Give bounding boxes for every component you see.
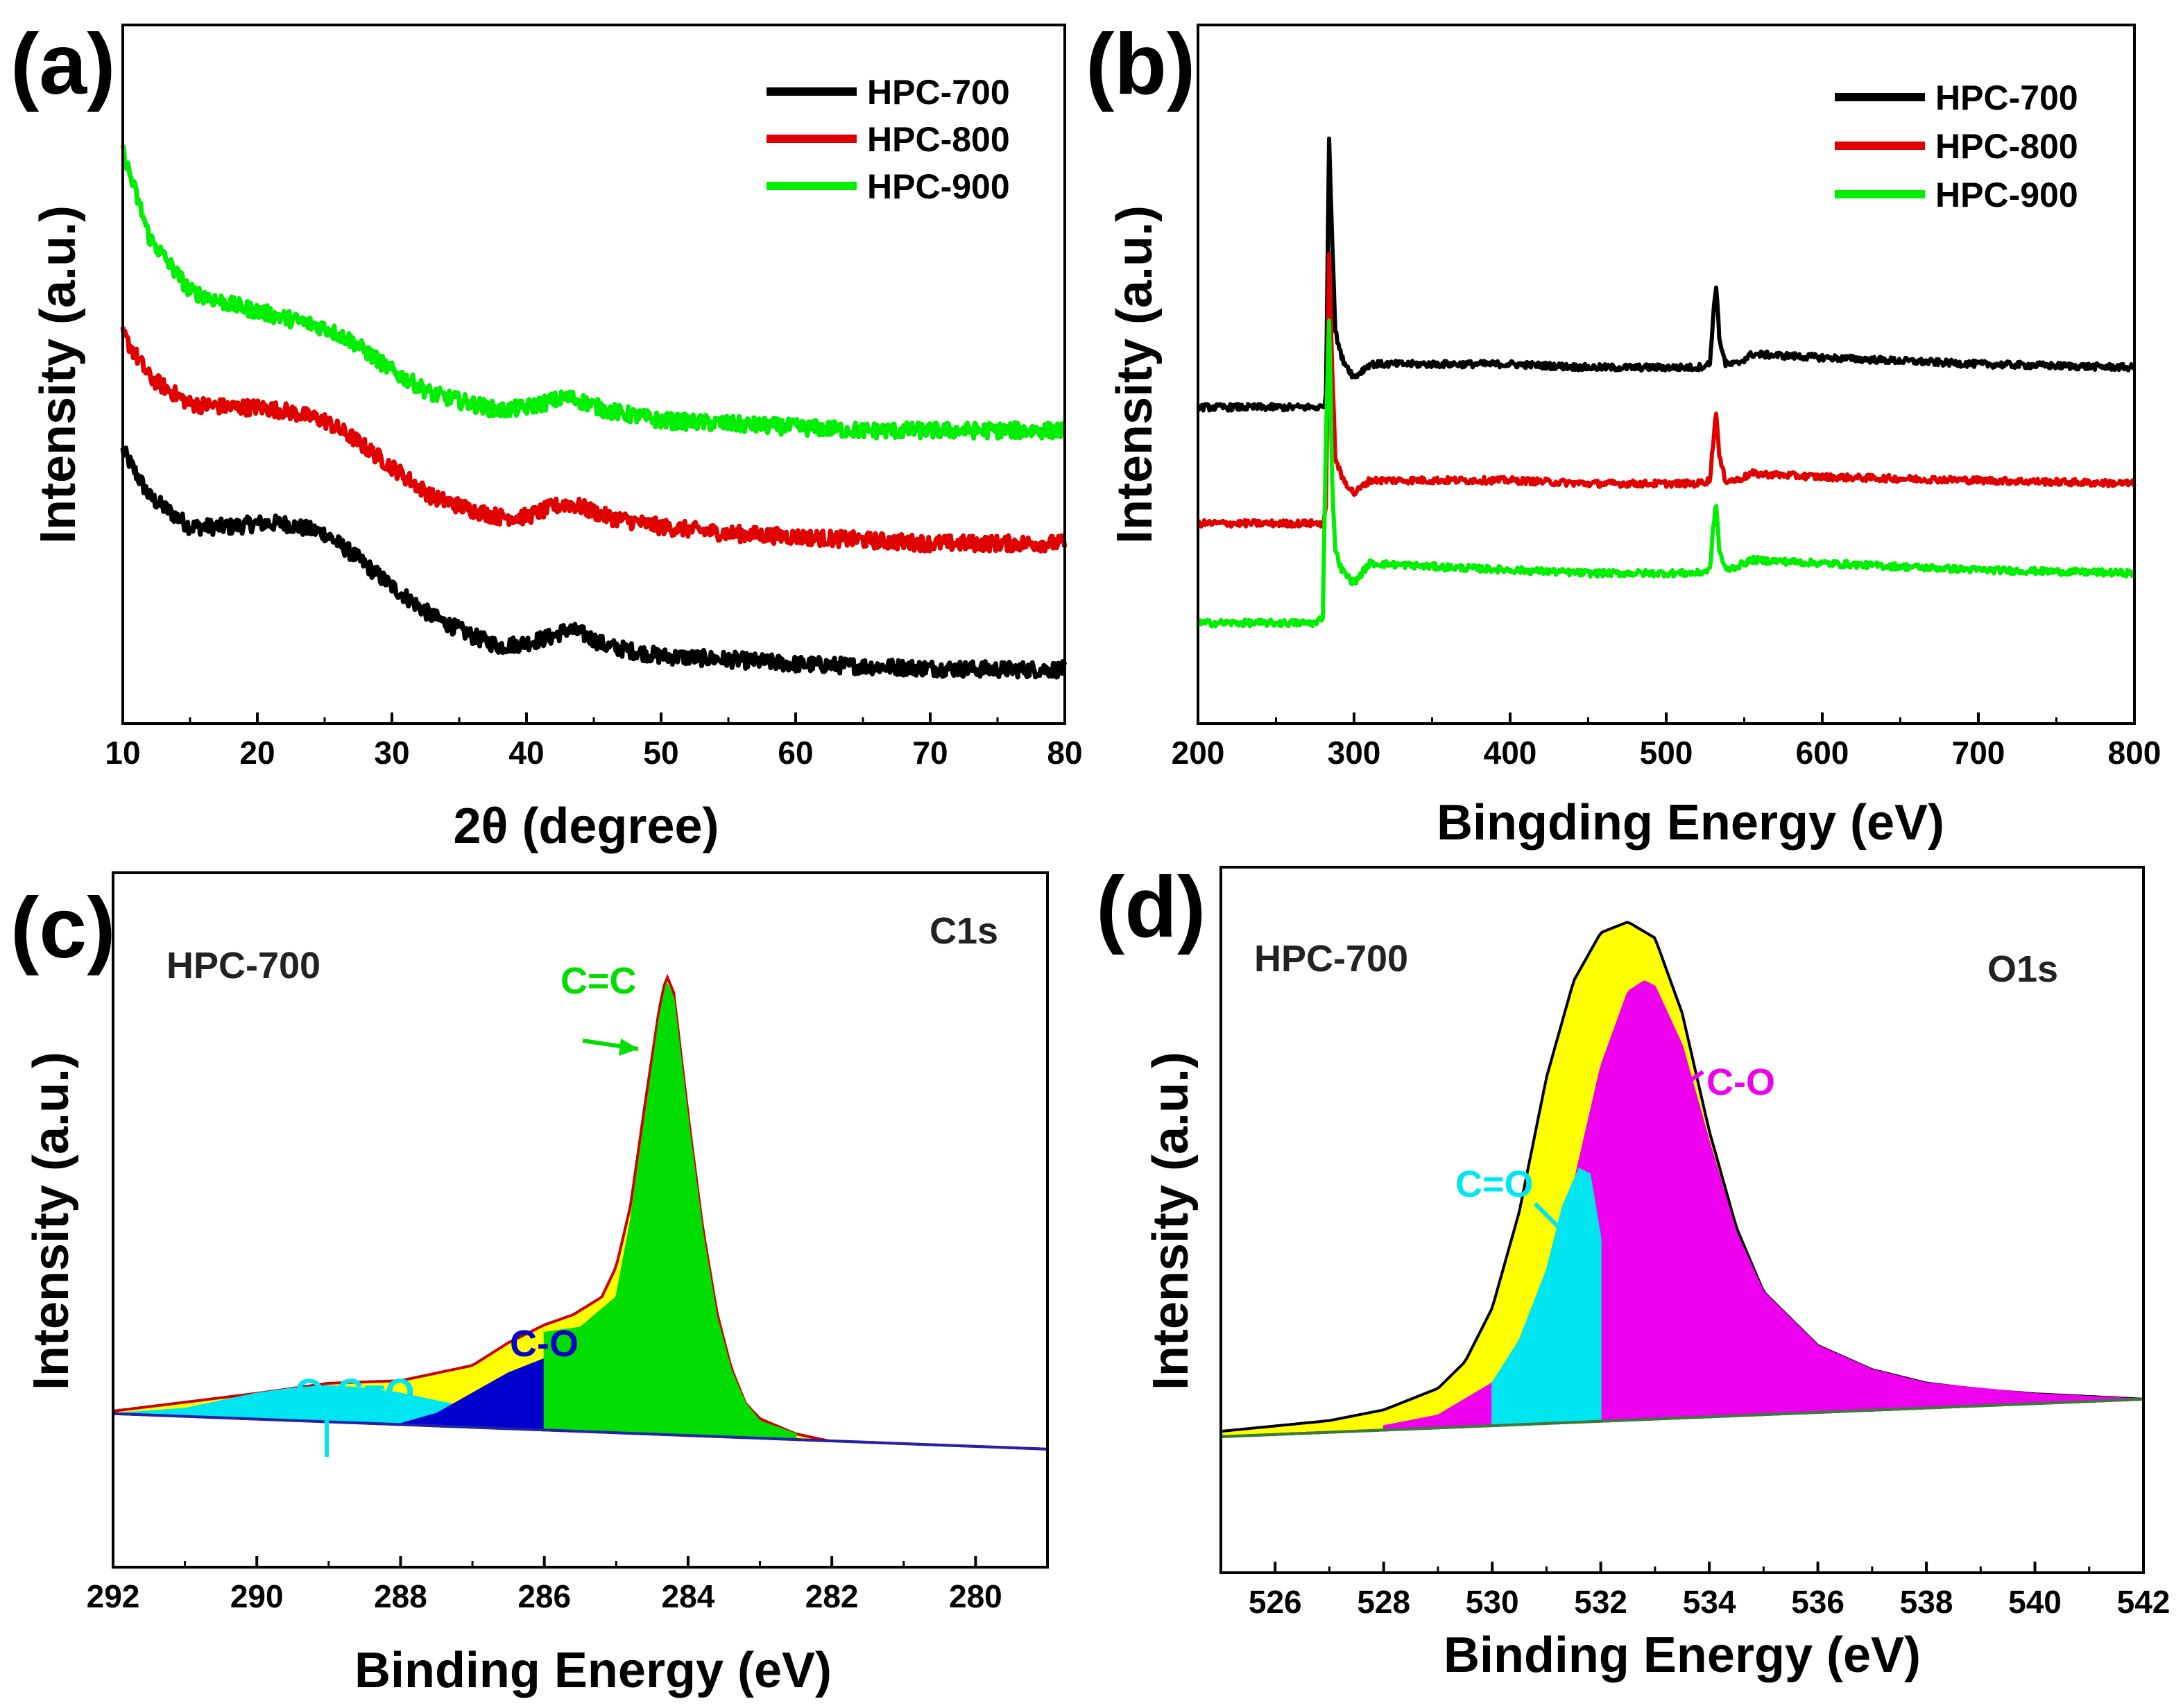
x-tick-label-a: 60 (778, 735, 813, 771)
series-hpc-700-b (1196, 136, 2137, 413)
x-tick-label-a: 70 (912, 735, 948, 771)
x-tick-label-b: 300 (1328, 735, 1381, 771)
plot-area-a (120, 144, 1068, 680)
annotation-co-d: C-O (1706, 1061, 1775, 1103)
x-tick-label-b: 600 (1796, 735, 1849, 771)
series-hpc-900-b (1197, 318, 2137, 629)
panel-b: (b) 200 300 400 500 600 700 800 Bingding Energ… (1086, 17, 2161, 851)
x-axis-title-c: Binding Energy (eV) (354, 1643, 832, 1698)
x-ticks-d: 526 528 530 532 534 536 538 540 542 (1249, 1562, 2171, 1620)
x-tick-label-b: 700 (1952, 735, 2005, 771)
legend-b: HPC-700 HPC-800 HPC-900 (1835, 78, 2078, 214)
x-ticks-b: 200 300 400 500 600 700 800 (1172, 712, 2161, 771)
baseline-d (1220, 1397, 2144, 1438)
arrow-head-co-c (500, 1403, 517, 1422)
x-tick-label-d: 536 (1791, 1584, 1844, 1620)
x-tick-label-b: 800 (2108, 735, 2161, 771)
axes-frame-d (1219, 866, 2145, 1574)
plot-area-c (112, 973, 1048, 1451)
arrow-co2-d (1533, 1202, 1575, 1244)
x-tick-label-a: 40 (508, 735, 544, 771)
y-axis-title-d: Intensity (a.u.) (1143, 1052, 1199, 1390)
legend-label-hpc800-b: HPC-800 (1935, 127, 2078, 166)
x-axis-title-a: 2θ (degree) (453, 799, 719, 854)
y-axis-title-c: Intensity (a.u.) (24, 1052, 79, 1390)
panel-label-a: (a) (10, 17, 116, 112)
legend-label-hpc700-b: HPC-700 (1935, 78, 2078, 117)
core-level-label-c: C1s (930, 910, 998, 952)
x-tick-label-d: 532 (1574, 1584, 1627, 1620)
x-tick-label-c: 282 (805, 1578, 859, 1614)
x-tick-label-d: 538 (1900, 1584, 1953, 1620)
x-tick-label-a: 80 (1047, 735, 1082, 771)
series-hpc-700-a (120, 445, 1068, 680)
panel-c: (c) 292 290 288 286 284 282 280 Binding Energy… (10, 871, 1049, 1698)
core-level-label-d: O1s (1987, 948, 2058, 990)
component-c-c-c (543, 981, 797, 1441)
x-ticks-c: 292 290 288 286 284 282 280 (87, 1556, 1002, 1614)
x-axis-title-d: Binding Energy (eV) (1444, 1628, 1921, 1683)
y-axis-title-b: Intensity (a.u.) (1107, 205, 1163, 544)
x-ticks-a: 10 20 30 40 50 60 70 80 (105, 712, 1083, 771)
x-tick-label-c: 292 (87, 1578, 140, 1614)
axes-frame-c (112, 871, 1049, 1569)
annotation-co-c: C-O (510, 1323, 579, 1365)
x-tick-label-a: 10 (105, 735, 140, 771)
arrow-head-cc (619, 1039, 638, 1056)
x-tick-label-c: 286 (517, 1578, 571, 1614)
x-tick-label-a: 30 (374, 735, 409, 771)
plot-area-b (1196, 136, 2137, 629)
x-tick-label-d: 530 (1466, 1584, 1519, 1620)
y-axis-title-a: Intensity (a.u.) (31, 205, 86, 544)
series-hpc-900-a (120, 144, 1067, 441)
sample-label-c: HPC-700 (166, 945, 320, 987)
panel-label-c: (c) (10, 880, 116, 976)
x-tick-label-b: 500 (1640, 735, 1693, 771)
x-tick-label-c: 284 (662, 1578, 715, 1614)
panel-a: (a) 10 20 30 40 50 60 70 80 2θ (degree) Intensi… (10, 17, 1083, 854)
x-axis-title-b: Bingding Energy (eV) (1437, 795, 1944, 851)
baseline-c (112, 1412, 1048, 1451)
sample-label-d: HPC-700 (1254, 938, 1408, 980)
x-tick-label-c: 280 (949, 1578, 1002, 1614)
series-hpc-800-b (1197, 252, 2137, 529)
legend-label-hpc800-a: HPC-800 (867, 120, 1010, 159)
panel-d: (d) 526 528 530 532 534 536 538 540 542 Binding … (1096, 860, 2170, 1683)
legend-label-hpc900-b: HPC-900 (1935, 176, 2078, 214)
annotation-co2-d: C=O (1455, 1163, 1534, 1205)
panel-label-b: (b) (1086, 17, 1195, 112)
plot-area-d (1219, 921, 2144, 1438)
annotation-occo: O-C=O (295, 1372, 415, 1413)
x-tick-label-a: 20 (239, 735, 275, 771)
x-tick-label-c: 288 (374, 1578, 427, 1614)
legend-label-hpc900-a: HPC-900 (867, 167, 1010, 206)
series-hpc-800-a (120, 326, 1068, 554)
x-tick-label-b: 400 (1484, 735, 1537, 771)
x-tick-label-a: 50 (643, 735, 678, 771)
annotation-cc: C=C (560, 960, 637, 1002)
x-tick-label-d: 528 (1357, 1584, 1410, 1620)
legend-a: HPC-700 HPC-800 HPC-900 (767, 73, 1010, 206)
x-tick-label-d: 534 (1683, 1584, 1736, 1620)
x-tick-label-d: 542 (2117, 1584, 2171, 1620)
x-tick-label-d: 526 (1249, 1584, 1302, 1620)
x-tick-label-b: 200 (1172, 735, 1225, 771)
legend-label-hpc700-a: HPC-700 (867, 73, 1010, 112)
x-tick-label-c: 290 (230, 1578, 284, 1614)
panel-label-d: (d) (1096, 860, 1206, 955)
x-tick-label-d: 540 (2008, 1584, 2062, 1620)
arrow-head-co-d (1661, 1082, 1679, 1100)
